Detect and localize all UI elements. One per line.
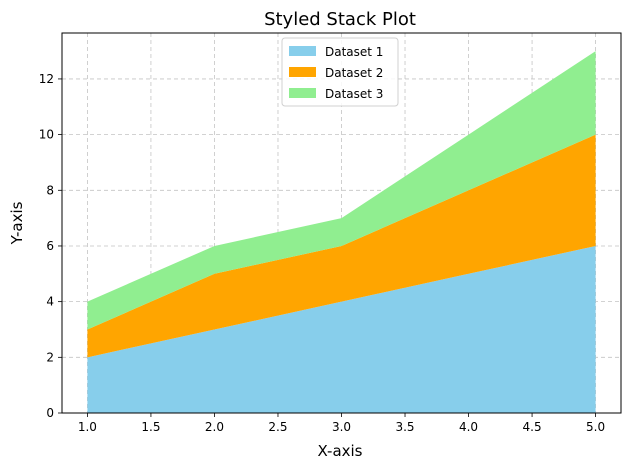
y-tick-label: 6: [46, 239, 54, 253]
x-tick-label: 1.0: [78, 420, 97, 434]
area-series-3: [87, 51, 596, 330]
y-tick-label: 0: [46, 406, 54, 420]
legend-label-3: Dataset 3: [325, 87, 383, 101]
x-tick-label: 5.0: [586, 420, 605, 434]
legend-swatch-2: [289, 67, 316, 77]
legend-swatch-3: [289, 88, 316, 98]
legend-label-1: Dataset 1: [325, 45, 383, 59]
y-tick-label: 10: [39, 128, 54, 142]
y-tick-label: 2: [46, 350, 54, 364]
x-tick-label: 2.5: [268, 420, 287, 434]
y-tick-label: 12: [39, 72, 54, 86]
area-series-1: [87, 245, 596, 413]
x-tick-label: 3.0: [332, 420, 351, 434]
x-tick-label: 2.0: [205, 420, 224, 434]
stacked-areas: [87, 51, 596, 413]
x-tick-label: 3.5: [395, 420, 414, 434]
y-tick-label: 8: [46, 183, 54, 197]
y-axis-ticks: 0 2 4 6 8 10 12: [39, 72, 62, 420]
y-tick-label: 4: [46, 295, 54, 309]
legend: Dataset 1 Dataset 2 Dataset 3: [281, 37, 399, 107]
legend-swatch-1: [289, 46, 316, 56]
chart-title: Styled Stack Plot: [264, 9, 416, 30]
x-tick-label: 1.5: [141, 420, 160, 434]
x-tick-label: 4.0: [459, 420, 478, 434]
x-axis-ticks: 1.0 1.5 2.0 2.5 3.0 3.5 4.0 4.5 5.0: [78, 413, 605, 434]
legend-label-2: Dataset 2: [325, 66, 383, 80]
y-axis-title: Y-axis: [8, 201, 26, 245]
x-axis-title: X-axis: [318, 442, 363, 460]
x-tick-label: 4.5: [523, 420, 542, 434]
